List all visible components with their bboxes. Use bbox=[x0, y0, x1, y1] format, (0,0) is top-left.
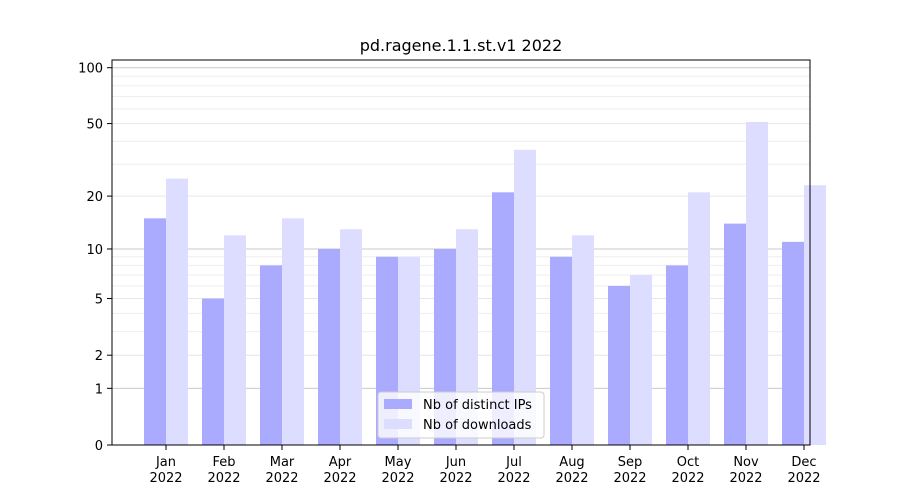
bar-downloads bbox=[340, 229, 362, 445]
y-tick-label: 1 bbox=[95, 382, 103, 397]
plot-frame bbox=[111, 59, 811, 446]
x-tick-label-year: 2022 bbox=[497, 471, 530, 486]
x-tick-label-year: 2022 bbox=[439, 471, 472, 486]
x-tick-label-month: Feb bbox=[212, 455, 235, 470]
legend-label: Nb of downloads bbox=[423, 418, 532, 433]
x-tick-label-month: Apr bbox=[329, 455, 352, 470]
y-tick-label: 0 bbox=[95, 439, 103, 454]
bar-distinct-ips bbox=[260, 265, 282, 445]
legend: Nb of distinct IPs Nb of downloads bbox=[377, 391, 545, 439]
legend-swatch bbox=[384, 399, 412, 409]
x-tick-label-year: 2022 bbox=[613, 471, 646, 486]
bar-distinct-ips bbox=[144, 218, 166, 445]
y-tick-label: 50 bbox=[86, 118, 103, 133]
y-tick-label: 5 bbox=[95, 293, 103, 308]
bar-downloads bbox=[282, 218, 304, 445]
x-tick-label-month: Sep bbox=[618, 455, 643, 470]
x-tick-label-year: 2022 bbox=[729, 471, 762, 486]
bar-distinct-ips bbox=[550, 256, 572, 445]
x-tick-label-month: Dec bbox=[791, 455, 816, 470]
x-tick-label-year: 2022 bbox=[323, 471, 356, 486]
x-tick-label-year: 2022 bbox=[787, 471, 820, 486]
x-tick-label-month: Mar bbox=[270, 455, 295, 470]
bars-layer bbox=[144, 121, 826, 445]
bar-distinct-ips bbox=[724, 223, 746, 445]
y-tick-label: 2 bbox=[95, 349, 103, 364]
bar-distinct-ips bbox=[492, 192, 514, 445]
legend-box bbox=[377, 391, 545, 439]
x-tick-label-year: 2022 bbox=[671, 471, 704, 486]
bar-distinct-ips bbox=[202, 298, 224, 445]
legend-swatch bbox=[384, 419, 412, 429]
bar-downloads bbox=[630, 275, 652, 445]
chart-title: pd.ragene.1.1.st.v1 2022 bbox=[360, 36, 563, 55]
axes-layer: Jan2022Feb2022Mar2022Apr2022May2022Jun20… bbox=[78, 59, 821, 486]
bar-distinct-ips bbox=[608, 285, 630, 445]
x-tick-label-month: Nov bbox=[733, 455, 759, 470]
x-tick-label-month: May bbox=[385, 455, 412, 470]
x-tick-label-year: 2022 bbox=[265, 471, 298, 486]
y-tick-label: 10 bbox=[86, 243, 103, 258]
bar-distinct-ips bbox=[318, 248, 340, 445]
x-tick-label-month: Aug bbox=[559, 455, 584, 470]
bar-downloads bbox=[804, 185, 826, 445]
x-tick-label-year: 2022 bbox=[149, 471, 182, 486]
bar-downloads bbox=[572, 235, 594, 445]
bar-downloads bbox=[456, 229, 478, 445]
x-tick-label-year: 2022 bbox=[555, 471, 588, 486]
x-tick-label-year: 2022 bbox=[381, 471, 414, 486]
x-tick-label-month: Jul bbox=[505, 455, 522, 470]
x-tick-label-month: Oct bbox=[677, 455, 699, 470]
bar-downloads bbox=[166, 178, 188, 445]
legend-label: Nb of distinct IPs bbox=[423, 398, 532, 413]
y-tick-label: 100 bbox=[78, 62, 103, 77]
y-tick-label: 20 bbox=[86, 190, 103, 205]
bar-distinct-ips bbox=[666, 265, 688, 445]
bar-downloads bbox=[746, 121, 768, 445]
bar-distinct-ips bbox=[782, 241, 804, 445]
x-tick-label-month: Jun bbox=[445, 455, 466, 470]
x-tick-label-month: Jan bbox=[155, 455, 176, 470]
bar-downloads bbox=[224, 235, 246, 445]
x-tick-label-year: 2022 bbox=[207, 471, 240, 486]
bar-downloads bbox=[688, 192, 710, 445]
bar-downloads bbox=[514, 149, 536, 445]
